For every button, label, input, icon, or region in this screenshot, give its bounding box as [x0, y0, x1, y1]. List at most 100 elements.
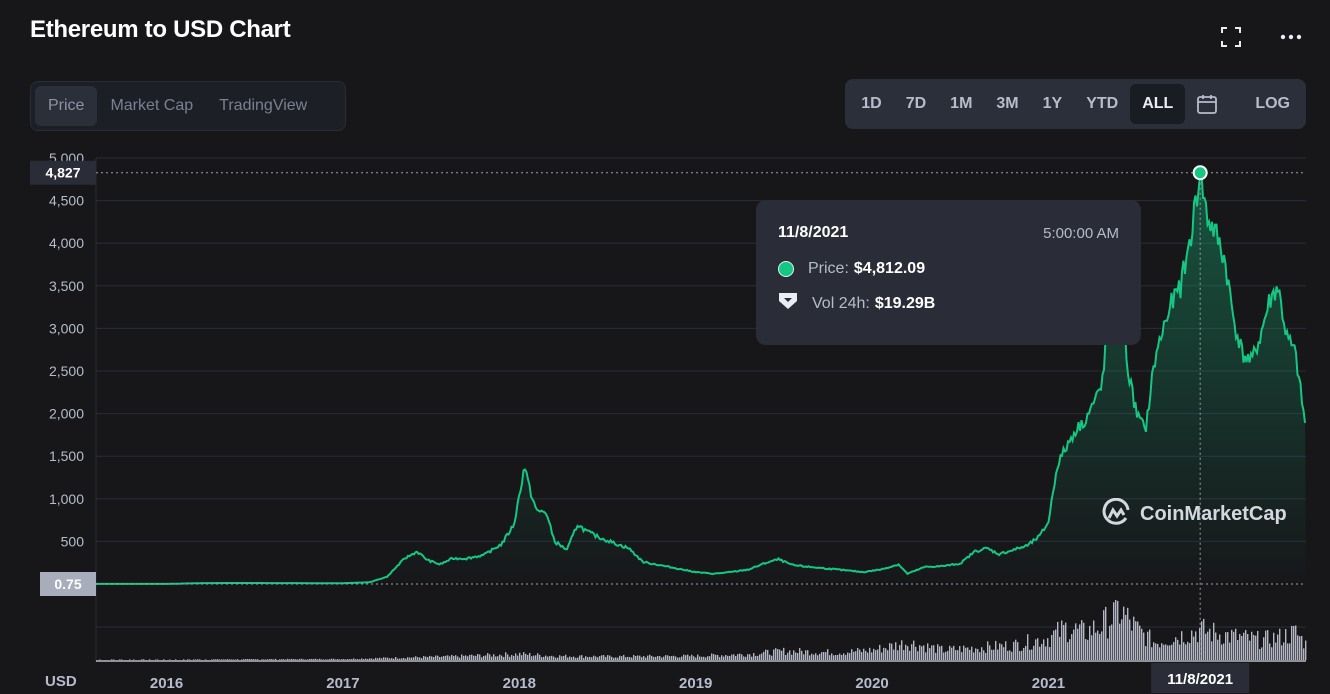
volume-bar [1001, 644, 1003, 660]
volume-bar [837, 654, 839, 660]
volume-bar [999, 643, 1001, 660]
volume-bar [681, 656, 683, 660]
volume-bar [333, 658, 335, 660]
volume-bar [1143, 632, 1145, 660]
volume-bar [1189, 643, 1191, 660]
range-7d-button[interactable]: 7D [905, 95, 927, 112]
volume-bar [589, 656, 591, 660]
calendar-icon[interactable] [1185, 84, 1229, 124]
volume-bar [483, 655, 485, 660]
volume-bar [169, 659, 171, 660]
volume-bar [197, 659, 199, 660]
volume-bar [683, 654, 685, 660]
volume-bar [611, 656, 613, 660]
volume-bar [457, 656, 459, 660]
volume-bar [1223, 643, 1225, 660]
volume-bar [843, 653, 845, 660]
volume-bar [691, 654, 693, 660]
volume-bar [1149, 629, 1151, 660]
volume-bar [1303, 648, 1305, 660]
volume-bar [649, 654, 651, 660]
range-1m-button[interactable]: 1M [950, 95, 973, 112]
volume-bar [463, 655, 465, 660]
tab-price[interactable]: Price [35, 86, 98, 126]
volume-bar [637, 655, 639, 660]
volume-bar [857, 648, 859, 660]
more-options-icon[interactable] [1276, 22, 1306, 52]
volume-bar [1293, 626, 1295, 660]
volume-bar [531, 656, 533, 660]
volume-bar [533, 655, 535, 660]
volume-bar [211, 659, 213, 660]
volume-bar [267, 659, 269, 660]
volume-bar [389, 658, 391, 660]
volume-bar [279, 659, 281, 660]
volume-bar [915, 646, 917, 660]
tab-market-cap[interactable]: Market Cap [110, 97, 194, 114]
volume-bar [437, 655, 439, 660]
volume-bar [1299, 636, 1301, 660]
volume-bar [1191, 630, 1193, 660]
volume-bar [695, 657, 697, 660]
volume-bar [973, 652, 975, 660]
volume-bar [627, 656, 629, 660]
volume-bar [1287, 643, 1289, 660]
volume-bar [769, 654, 771, 660]
volume-bar [307, 659, 309, 660]
volume-bar [309, 658, 311, 660]
volume-bar [271, 659, 273, 660]
volume-bar [247, 658, 249, 660]
volume-bar [409, 657, 411, 660]
volume-bar [1169, 645, 1171, 660]
range-3m-button[interactable]: 3M [996, 95, 1019, 112]
range-ytd-button[interactable]: YTD [1086, 95, 1119, 112]
volume-bar [819, 653, 821, 660]
volume-bar [909, 650, 911, 660]
volume-bar [467, 656, 469, 660]
volume-bar [1051, 634, 1053, 660]
volume-bar [1099, 634, 1101, 660]
volume-bar [141, 659, 143, 660]
volume-bar [517, 655, 519, 660]
volume-bar [699, 656, 701, 660]
volume-bar [981, 647, 983, 660]
volume-bar [741, 654, 743, 660]
min-price-label: 0.75 [54, 576, 81, 592]
chart-view-tabs: Price Market Cap TradingView [30, 81, 346, 131]
log-scale-toggle[interactable]: LOG [1255, 95, 1290, 112]
range-1y-button[interactable]: 1Y [1042, 95, 1063, 112]
volume-bar [325, 659, 327, 660]
tab-tradingview[interactable]: TradingView [219, 97, 308, 114]
volume-bar [331, 658, 333, 660]
range-all-button[interactable]: ALL [1130, 84, 1186, 124]
volume-bar [873, 648, 875, 660]
volume-bar [615, 657, 617, 660]
volume-bar [1081, 620, 1083, 660]
volume-bar [1017, 642, 1019, 660]
volume-bar [1127, 607, 1129, 660]
volume-bar [231, 659, 233, 660]
volume-bar [1037, 638, 1039, 660]
volume-bar [701, 656, 703, 660]
volume-bar [439, 657, 441, 660]
volume-bar [157, 659, 159, 660]
volume-bar [787, 652, 789, 660]
volume-bar [987, 641, 989, 660]
tooltip-price-value: $4,812.09 [853, 260, 926, 277]
volume-bar [393, 658, 395, 660]
volume-bar [827, 649, 829, 660]
volume-bar [597, 657, 599, 660]
volume-bar [859, 649, 861, 660]
volume-icon [778, 292, 798, 315]
volume-bar [591, 657, 593, 660]
volume-bar [481, 657, 483, 660]
volume-bar [1137, 621, 1139, 660]
volume-bar [1135, 621, 1137, 660]
volume-bar [527, 655, 529, 660]
volume-bar [421, 658, 423, 660]
volume-bar [1291, 625, 1293, 660]
fullscreen-icon[interactable] [1216, 22, 1246, 52]
volume-bar [861, 652, 863, 660]
range-1d-button[interactable]: 1D [861, 95, 882, 112]
